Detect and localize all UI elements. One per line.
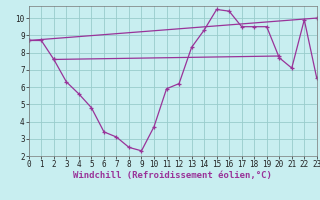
X-axis label: Windchill (Refroidissement éolien,°C): Windchill (Refroidissement éolien,°C) xyxy=(73,171,272,180)
